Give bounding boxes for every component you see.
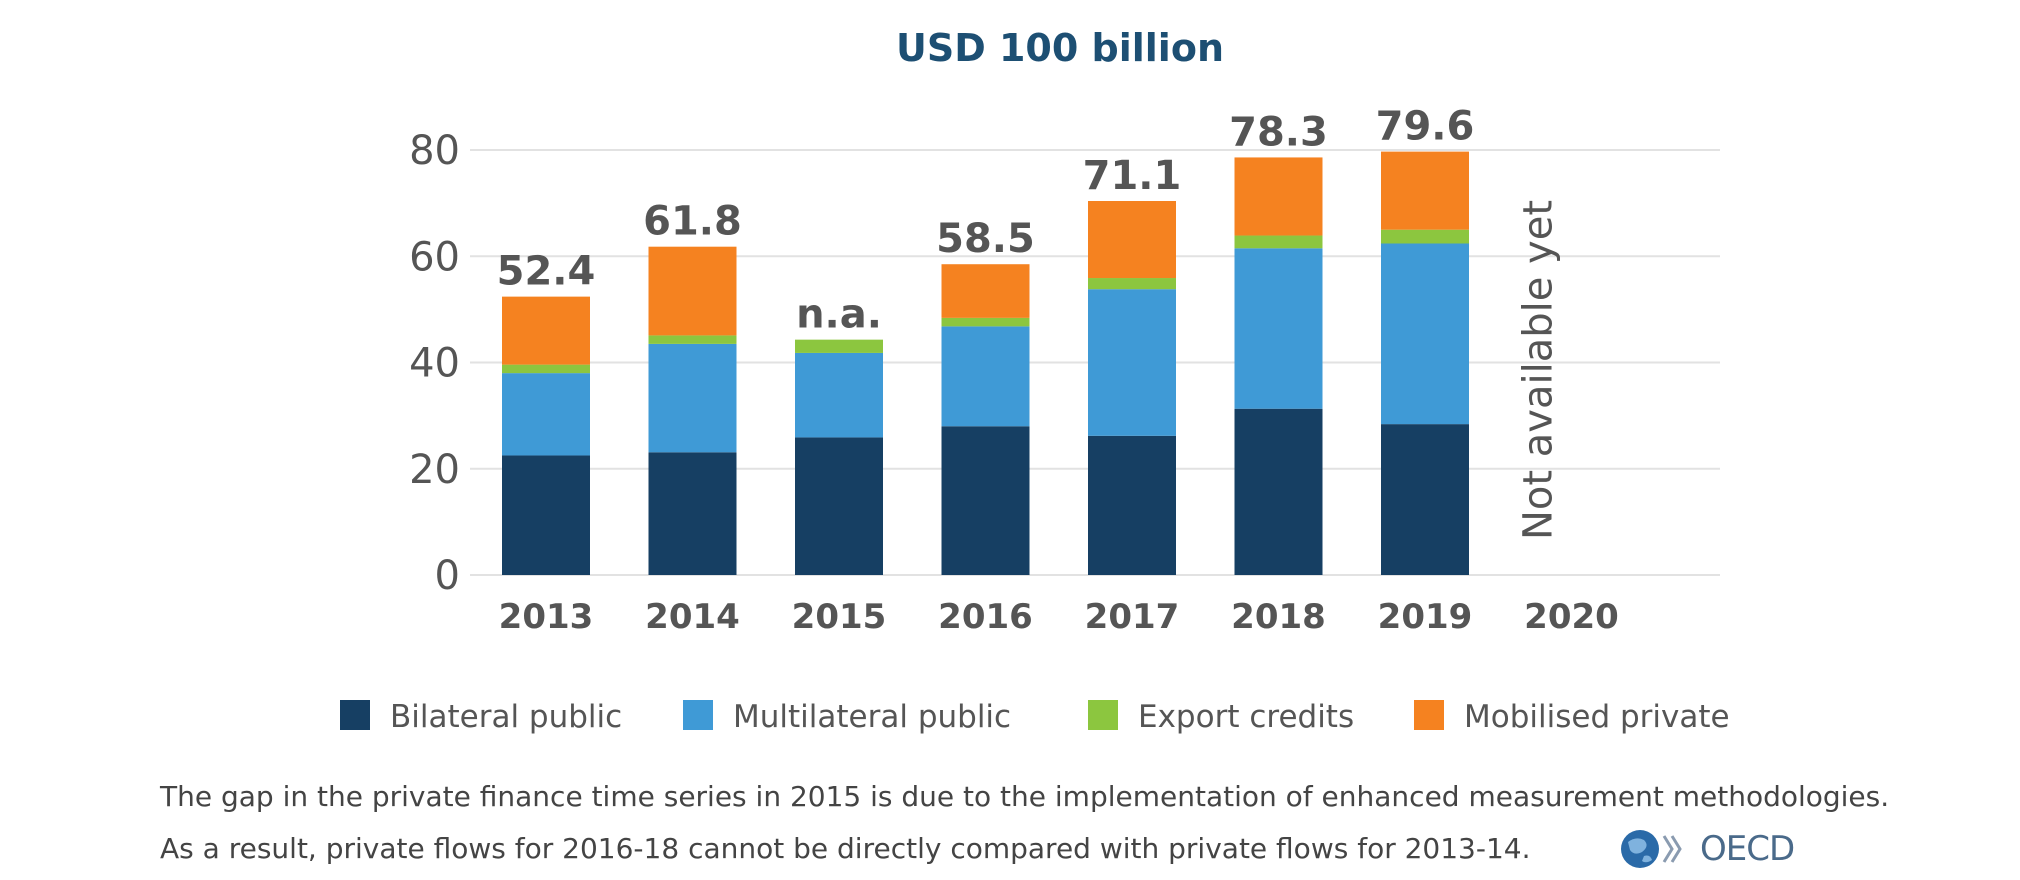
total-label: 52.4 (497, 249, 596, 295)
x-tick-label: 2014 (645, 597, 740, 637)
legend-label: Export credits (1138, 699, 1354, 735)
x-tick-label: 2020 (1524, 597, 1619, 637)
y-tick-label: 80 (409, 128, 460, 174)
legend-label: Mobilised private (1464, 699, 1730, 735)
legend-swatch (1414, 700, 1444, 730)
legend-label: Multilateral public (733, 699, 1011, 735)
x-axis-ticks: 2013 2014 2015 2016 2017 2018 2019 2020 (499, 597, 1619, 637)
total-label: 78.3 (1229, 109, 1328, 155)
y-tick-label: 40 (409, 341, 460, 387)
bar-segment-bilateral-public (648, 452, 737, 575)
bar-segment-mobilised-private (941, 264, 1030, 318)
x-tick-label: 2016 (938, 597, 1033, 637)
bar-segment-multilateral-public (648, 343, 737, 453)
bar-segment-multilateral-public (941, 326, 1030, 427)
footnote-line-1: The gap in the private finance time seri… (160, 780, 1890, 813)
x-tick-label: 2015 (792, 597, 887, 637)
x-tick-label: 2018 (1231, 597, 1326, 637)
y-tick-label: 60 (409, 234, 460, 280)
legend-swatch (683, 700, 713, 730)
bar-segment-export-credits (502, 364, 590, 374)
x-tick-label: 2017 (1085, 597, 1180, 637)
bar-segment-export-credits (1234, 235, 1323, 249)
x-tick-label: 2019 (1378, 597, 1473, 637)
bar-segment-bilateral-public (795, 437, 883, 575)
bar-segment-bilateral-public (1234, 408, 1323, 575)
bar-segment-mobilised-private (648, 246, 737, 336)
total-label: n.a. (796, 292, 882, 338)
y-tick-label: 0 (435, 553, 460, 599)
total-label: 79.6 (1376, 104, 1475, 150)
logo-text: OECD (1700, 829, 1795, 869)
legend-label: Bilateral public (390, 699, 622, 735)
globe-icon (1621, 830, 1682, 868)
legend-swatch (1088, 700, 1118, 730)
chart-title: USD 100 billion (896, 26, 1224, 70)
bar-segment-mobilised-private (1381, 151, 1469, 230)
bar-segment-export-credits (648, 335, 737, 344)
bar-segment-multilateral-public (1381, 243, 1469, 425)
total-label: 71.1 (1083, 153, 1182, 199)
y-axis-ticks: 0 20 40 60 80 (409, 128, 460, 599)
bar-segment-export-credits (941, 317, 1030, 327)
bar-segment-multilateral-public (1234, 248, 1323, 409)
bar-segment-mobilised-private (1088, 201, 1176, 279)
oecd-logo: OECD (1620, 828, 1795, 870)
bar-segment-multilateral-public (795, 352, 883, 438)
bar-segment-bilateral-public (502, 455, 590, 575)
bar-segment-multilateral-public (1088, 289, 1176, 436)
not-available-note: Not available yet (1516, 200, 1562, 540)
bar-segment-mobilised-private (502, 296, 590, 365)
bar-segment-multilateral-public (502, 373, 590, 456)
bar-segment-mobilised-private (1234, 157, 1323, 236)
footnote-line-2: As a result, private flows for 2016-18 c… (160, 832, 1531, 865)
bar-segment-bilateral-public (941, 426, 1030, 575)
bar-segment-export-credits (1088, 278, 1176, 290)
bars (502, 151, 1469, 575)
legend-swatch (340, 700, 370, 730)
bar-segment-bilateral-public (1381, 424, 1469, 575)
legend: Bilateral public Multilateral public Expor… (340, 699, 1730, 735)
x-tick-label: 2013 (499, 597, 594, 637)
total-label: 58.5 (936, 216, 1035, 262)
bar-segment-export-credits (1381, 229, 1469, 244)
total-labels: 52.4 61.8 n.a. 58.5 71.1 78.3 79.6 (497, 104, 1475, 338)
y-tick-label: 20 (409, 447, 460, 493)
bar-segment-bilateral-public (1088, 435, 1176, 575)
bar-segment-export-credits (795, 339, 883, 353)
total-label: 61.8 (643, 199, 742, 245)
